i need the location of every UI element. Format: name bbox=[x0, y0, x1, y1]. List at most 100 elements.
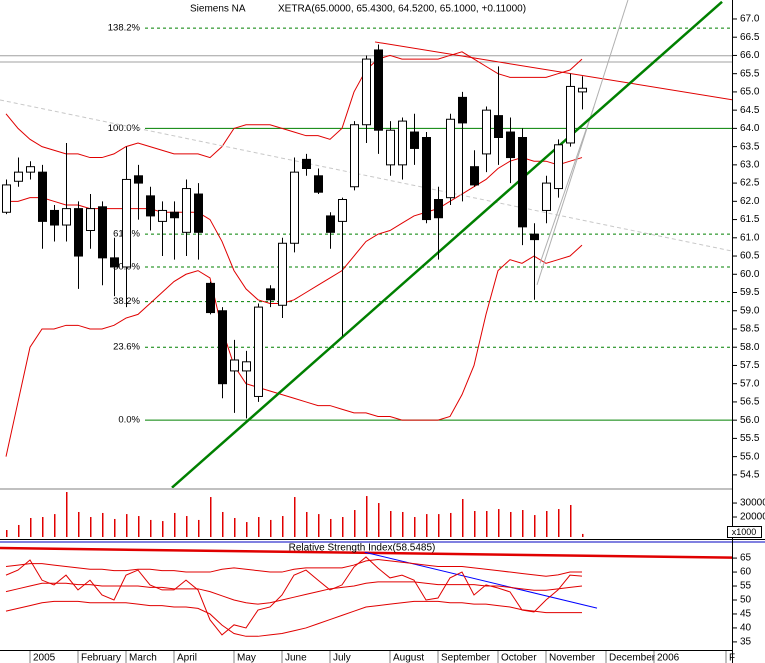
bollinger-band bbox=[5, 51, 583, 159]
volume-bar bbox=[390, 511, 392, 537]
volume-unit: x1000 bbox=[732, 527, 757, 537]
trendline bbox=[536, 0, 629, 286]
volume-bar bbox=[318, 514, 320, 537]
candle-body bbox=[350, 124, 359, 188]
volume-bar bbox=[558, 509, 560, 537]
volume-bar bbox=[282, 516, 284, 537]
x-tick-label: November bbox=[549, 653, 596, 663]
x-tick-label: October bbox=[501, 653, 537, 663]
volume-bar bbox=[246, 522, 248, 537]
y-tick-label: 58.5 bbox=[740, 324, 760, 335]
volume-bar bbox=[90, 517, 92, 537]
x-tick-label: August bbox=[393, 653, 424, 663]
x-tick-label: July bbox=[333, 653, 351, 663]
y-tick-label: 60.0 bbox=[740, 269, 760, 280]
volume-bar bbox=[198, 519, 200, 537]
trendline bbox=[374, 41, 732, 101]
y-tick-label: 59.0 bbox=[740, 305, 760, 316]
volume-bar bbox=[522, 510, 524, 537]
fib-label: 138.2% bbox=[108, 23, 141, 34]
candle-body bbox=[338, 199, 347, 222]
candle-body bbox=[266, 288, 275, 301]
y-tick-label: 56.0 bbox=[740, 415, 760, 426]
volume-bar bbox=[330, 518, 332, 537]
rsi-line bbox=[5, 558, 582, 577]
y-tick-label: 62.5 bbox=[740, 178, 760, 189]
y-tick-label: 58.0 bbox=[740, 342, 760, 353]
volume-bar bbox=[378, 503, 380, 537]
y-tick-label: 64.5 bbox=[740, 105, 760, 116]
volume-bar bbox=[402, 511, 404, 537]
unit-box bbox=[727, 526, 762, 538]
y-tick-label: 66.0 bbox=[740, 50, 760, 61]
y-tick-label: 62.0 bbox=[740, 196, 760, 207]
fib-label: 0.0% bbox=[118, 415, 140, 426]
volume-bar bbox=[150, 519, 152, 537]
candle-body bbox=[446, 118, 455, 199]
candle-body bbox=[398, 120, 407, 166]
volume-bar bbox=[138, 516, 140, 537]
rsi-line bbox=[5, 556, 583, 636]
candle-body bbox=[566, 85, 575, 144]
x-tick-label: March bbox=[129, 653, 157, 663]
candle-body bbox=[482, 109, 491, 155]
bollinger-band bbox=[5, 244, 583, 457]
candle-body bbox=[278, 242, 287, 306]
candle-body bbox=[86, 208, 95, 232]
y-tick-label: 54.5 bbox=[740, 470, 760, 481]
volume-bar bbox=[102, 512, 104, 537]
y-tick-label: 20000 bbox=[740, 512, 765, 523]
volume-bar bbox=[294, 497, 296, 537]
volume-bar bbox=[582, 533, 584, 537]
volume-bar bbox=[6, 530, 8, 537]
y-tick-label: 65.0 bbox=[740, 87, 760, 98]
y-tick-label: 59.5 bbox=[740, 287, 760, 298]
volume-bar bbox=[510, 511, 512, 537]
candle-body bbox=[146, 195, 155, 217]
x-tick-label: April bbox=[177, 653, 197, 663]
candle-body bbox=[206, 282, 215, 314]
rsi-title: Relative Strength Index(58.5485) bbox=[289, 543, 436, 554]
volume-bar bbox=[234, 517, 236, 537]
chart-title: Siemens NA bbox=[190, 4, 246, 15]
y-tick-label: 66.5 bbox=[740, 32, 760, 43]
y-tick-label: 61.5 bbox=[740, 214, 760, 225]
volume-panel bbox=[6, 492, 584, 537]
candle-body bbox=[110, 257, 119, 268]
x-tick-label: 2006 bbox=[657, 653, 680, 663]
candle-body bbox=[170, 211, 179, 219]
volume-bar bbox=[306, 511, 308, 537]
candle-body bbox=[314, 175, 323, 193]
candle-body bbox=[542, 182, 551, 211]
x-tick-label: May bbox=[237, 653, 256, 663]
x-tick-label: June bbox=[285, 653, 307, 663]
candle-body bbox=[386, 129, 395, 166]
y-tick-label: 65.5 bbox=[740, 68, 760, 79]
volume-bar bbox=[462, 498, 464, 537]
volume-bar bbox=[342, 517, 344, 537]
volume-bar bbox=[42, 517, 44, 537]
volume-bar bbox=[222, 511, 224, 537]
candle-body bbox=[242, 361, 251, 372]
x-tick-label: F bbox=[729, 653, 735, 663]
candle-body bbox=[254, 306, 263, 397]
candle-body bbox=[38, 171, 47, 222]
volume-bar bbox=[186, 516, 188, 537]
x-tick-label: 2005 bbox=[33, 653, 56, 663]
candle-body bbox=[50, 209, 59, 226]
candle-body bbox=[62, 208, 71, 226]
volume-bar bbox=[210, 497, 212, 537]
y-tick-label: 30000 bbox=[740, 498, 765, 509]
rsi-line bbox=[5, 600, 582, 637]
candle-body bbox=[554, 144, 563, 190]
candle-body bbox=[158, 209, 167, 222]
volume-bar bbox=[54, 514, 56, 537]
candle-body bbox=[26, 166, 35, 173]
candle-body bbox=[302, 158, 311, 170]
volume-bar bbox=[270, 519, 272, 537]
volume-bar bbox=[450, 512, 452, 537]
candle-body bbox=[230, 359, 239, 372]
y-tick-label: 50 bbox=[740, 595, 752, 606]
y-tick-label: 35 bbox=[740, 637, 752, 648]
candle-body bbox=[122, 178, 131, 268]
